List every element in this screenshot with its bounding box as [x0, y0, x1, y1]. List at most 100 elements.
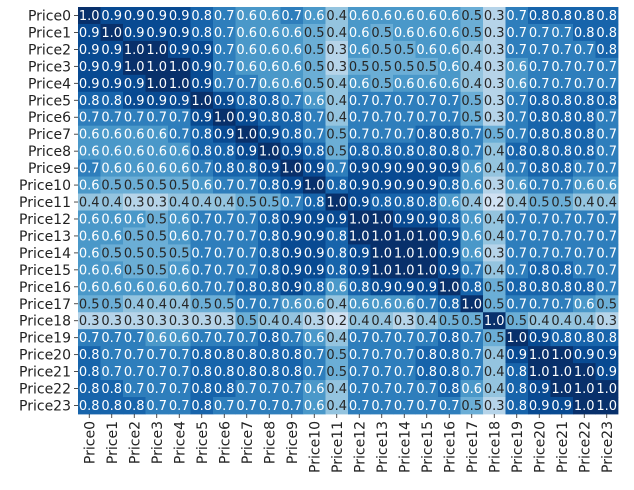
heatmap-cell [168, 57, 191, 76]
heatmap-cell [280, 40, 304, 59]
cell-value-label: 0.4 [484, 145, 505, 160]
heatmap-cell [258, 193, 281, 211]
heatmap-cell [235, 91, 259, 110]
cell-value-label: 0.9 [236, 145, 257, 160]
heatmap-cell [505, 261, 529, 279]
cell-value-label: 0.5 [146, 179, 167, 194]
heatmap-cell [280, 74, 304, 93]
cell-value-label: 0.6 [169, 331, 190, 346]
cell-value-label: 0.7 [461, 331, 482, 346]
cell-value-label: 0.8 [259, 94, 280, 109]
heatmap-cell [505, 193, 529, 211]
cell-value-label: 1.0 [461, 297, 482, 312]
heatmap-cell [100, 329, 124, 347]
heatmap-cell [393, 74, 416, 93]
heatmap-cell [483, 346, 506, 364]
cell-value-label: 0.6 [236, 60, 257, 75]
heatmap-cell [393, 346, 416, 364]
heatmap-cell [550, 23, 574, 42]
heatmap-cell [303, 159, 326, 177]
heatmap-cell [415, 244, 439, 262]
cell-value-label: 0.6 [439, 196, 460, 211]
heatmap-cell [235, 193, 259, 211]
cell-value-label: 0.6 [574, 297, 595, 312]
cell-value-label: 1.0 [371, 263, 392, 278]
heatmap-cell [100, 125, 124, 144]
cell-value-label: 0.6 [506, 179, 527, 194]
cell-value-label: 0.9 [394, 179, 415, 194]
cell-value-label: 0.9 [281, 246, 302, 261]
cell-value-label: 0.7 [101, 331, 122, 346]
cell-value-label: 0.5 [416, 60, 437, 75]
heatmap-cell [325, 210, 349, 228]
heatmap-cell [280, 329, 304, 347]
cell-value-label: 0.7 [551, 212, 572, 227]
heatmap-cell [550, 7, 574, 25]
heatmap-cell [370, 125, 394, 144]
heatmap-cell [483, 210, 506, 228]
heatmap-cell [595, 312, 619, 330]
heatmap-cell [460, 295, 484, 313]
cell-value-label: 0.8 [371, 196, 392, 211]
heatmap-cell [483, 261, 506, 279]
heatmap-cell [370, 74, 394, 93]
heatmap-cell [550, 210, 574, 228]
cell-value-label: 0.5 [304, 43, 325, 58]
cell-value-label: 0.6 [304, 94, 325, 109]
cell-value-label: 0.9 [304, 229, 325, 244]
cell-value-label: 0.4 [416, 314, 437, 329]
y-tick-label: Price17 [19, 297, 71, 313]
heatmap-cell [595, 57, 619, 76]
cell-value-label: 0.9 [169, 26, 190, 41]
cell-value-label: 1.0 [124, 43, 145, 58]
heatmap-cell [145, 74, 169, 93]
cell-value-label: 0.9 [191, 43, 212, 58]
heatmap-cell [460, 40, 484, 59]
heatmap-cell [550, 329, 574, 347]
heatmap-cell [370, 278, 394, 296]
heatmap-cell [123, 346, 146, 364]
cell-value-label: 0.5 [304, 77, 325, 92]
cell-value-label: 0.8 [596, 331, 617, 346]
heatmap-cell [483, 23, 506, 42]
heatmap-cell [235, 108, 259, 127]
cell-value-label: 0.6 [146, 128, 167, 143]
heatmap-cell [78, 23, 101, 42]
cell-value-label: 0.5 [484, 128, 505, 143]
heatmap-cell [438, 210, 461, 228]
heatmap-cell [235, 244, 259, 262]
heatmap-cell [505, 329, 529, 347]
heatmap-cell [123, 108, 146, 127]
cell-value-label: 0.7 [551, 297, 572, 312]
heatmap-cell [438, 176, 461, 194]
cell-value-label: 0.4 [506, 196, 527, 211]
cell-value-label: 0.7 [236, 179, 257, 194]
cell-value-label: 0.6 [416, 77, 437, 92]
heatmap-cell [528, 278, 551, 296]
cell-value-label: 0.9 [281, 280, 302, 295]
cell-value-label: 0.7 [214, 399, 235, 414]
cell-value-label: 0.7 [191, 331, 212, 346]
heatmap-cell [550, 142, 574, 161]
heatmap-cell [213, 312, 236, 330]
x-tick-label: Price19 [510, 421, 526, 473]
cell-value-label: 0.9 [259, 162, 280, 177]
heatmap-cell [393, 363, 416, 381]
heatmap-cell [213, 295, 236, 313]
heatmap-cell [550, 57, 574, 76]
cell-value-label: 0.9 [529, 331, 550, 346]
cell-value-label: 0.9 [79, 60, 100, 75]
cell-value-label: 0.6 [506, 60, 527, 75]
cell-value-label: 0.6 [304, 382, 325, 397]
cell-value-label: 0.7 [506, 212, 527, 227]
cell-value-label: 0.5 [461, 111, 482, 126]
cell-value-label: 0.7 [574, 229, 595, 244]
heatmap-cell [235, 346, 259, 364]
heatmap-cell [595, 40, 619, 59]
heatmap-cell [483, 142, 506, 161]
heatmap-cell [348, 108, 371, 127]
cell-value-label: 0.8 [371, 145, 392, 160]
heatmap-cell [213, 142, 236, 161]
y-tick-label: Price3 [28, 59, 71, 75]
heatmap-cell [370, 193, 394, 211]
